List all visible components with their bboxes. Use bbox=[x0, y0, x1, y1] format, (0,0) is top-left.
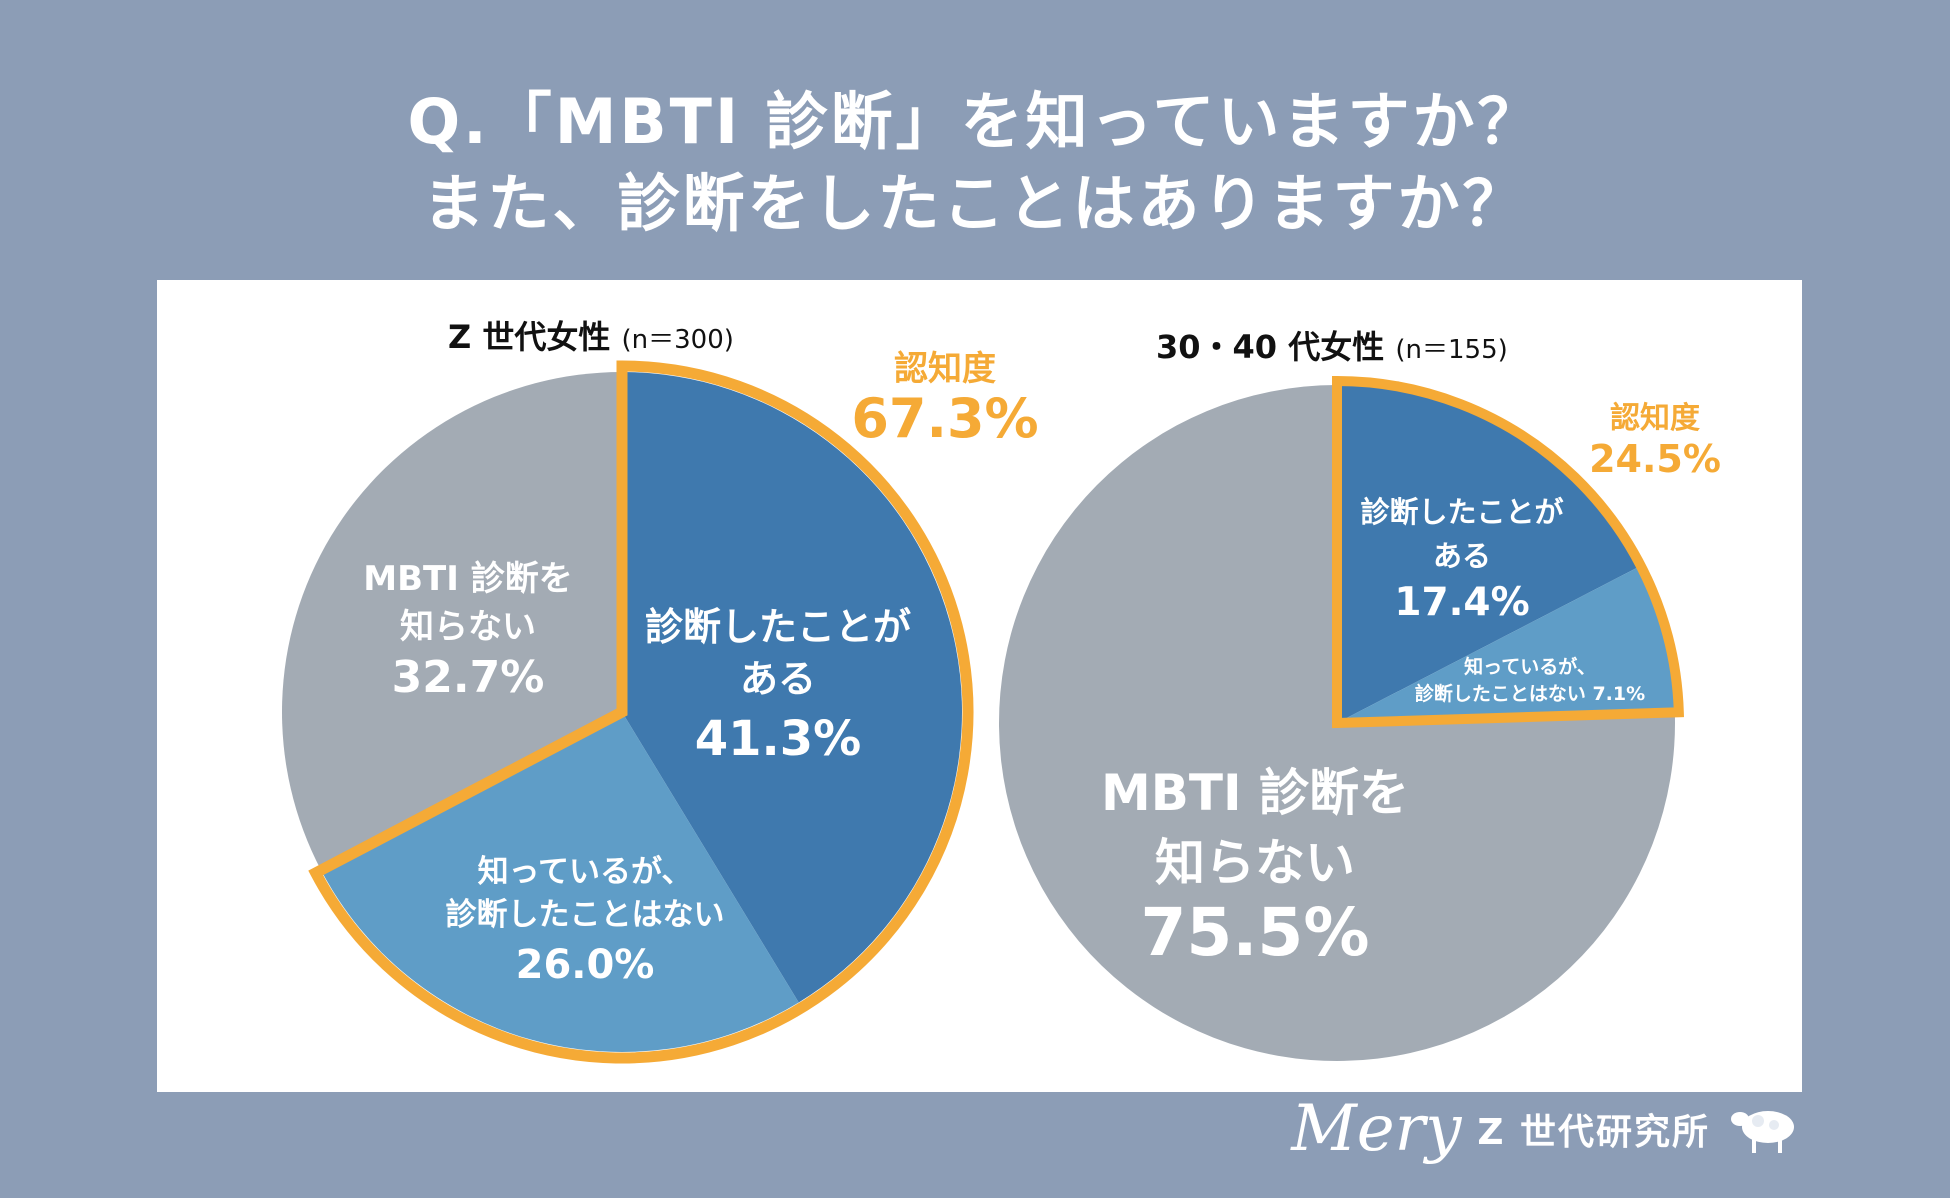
chart-title: Z 世代女性 (n＝300) bbox=[448, 318, 734, 356]
page-title-line1: Q.「MBTI 診断」を知っていますか？ bbox=[407, 85, 1543, 158]
slice-label: 診断したことはない 7.1% bbox=[1415, 682, 1645, 705]
slice-value-label: 75.5% bbox=[1141, 894, 1370, 971]
slice-label: 診断したことが bbox=[645, 605, 911, 649]
slice-label: MBTI 診断を bbox=[363, 559, 572, 599]
slice-label: ある bbox=[740, 657, 816, 701]
pie-slice bbox=[281, 372, 622, 871]
pie-slice bbox=[1337, 567, 1675, 723]
slice-label: 知っているが、 bbox=[478, 854, 693, 890]
slice-label: MBTI 診断を bbox=[1101, 764, 1409, 822]
awareness-label: 認知度 bbox=[1610, 401, 1700, 436]
pie-slice bbox=[622, 372, 963, 1003]
footer: Mery Z 世代研究所 bbox=[1291, 1092, 1800, 1166]
slice-label: 知っているが、 bbox=[1464, 655, 1596, 678]
slice-value-label: 41.3% bbox=[695, 711, 862, 767]
slice-label: 診断したことはない bbox=[446, 897, 725, 933]
slice-value-label: 32.7% bbox=[392, 652, 545, 703]
awareness-label: 認知度 bbox=[894, 349, 996, 389]
sheep-icon bbox=[1731, 1111, 1794, 1153]
slice-value-label: 26.0% bbox=[516, 942, 655, 988]
slice-label: ある bbox=[1433, 539, 1491, 573]
chart-title: 30・40 代女性 (n＝155) bbox=[1156, 328, 1508, 366]
pie-slice bbox=[321, 712, 799, 1052]
page-title-line2: また、診断をしたことはありますか？ bbox=[422, 167, 1528, 240]
slice-label: 診断したことが bbox=[1360, 495, 1563, 529]
awareness-value: 24.5% bbox=[1589, 437, 1721, 481]
slice-label: 知らない bbox=[400, 607, 536, 647]
slice-label: 知らない bbox=[1155, 834, 1355, 892]
brand-logo-text: Mery bbox=[1291, 1092, 1462, 1166]
awareness-highlight-outline bbox=[308, 360, 974, 1064]
pie-slice bbox=[1337, 385, 1638, 723]
awareness-highlight-outline bbox=[1332, 375, 1684, 729]
lab-name: Z 世代研究所 bbox=[1477, 1112, 1710, 1153]
slice-value-label: 17.4% bbox=[1394, 580, 1529, 625]
awareness-value: 67.3% bbox=[851, 387, 1038, 450]
